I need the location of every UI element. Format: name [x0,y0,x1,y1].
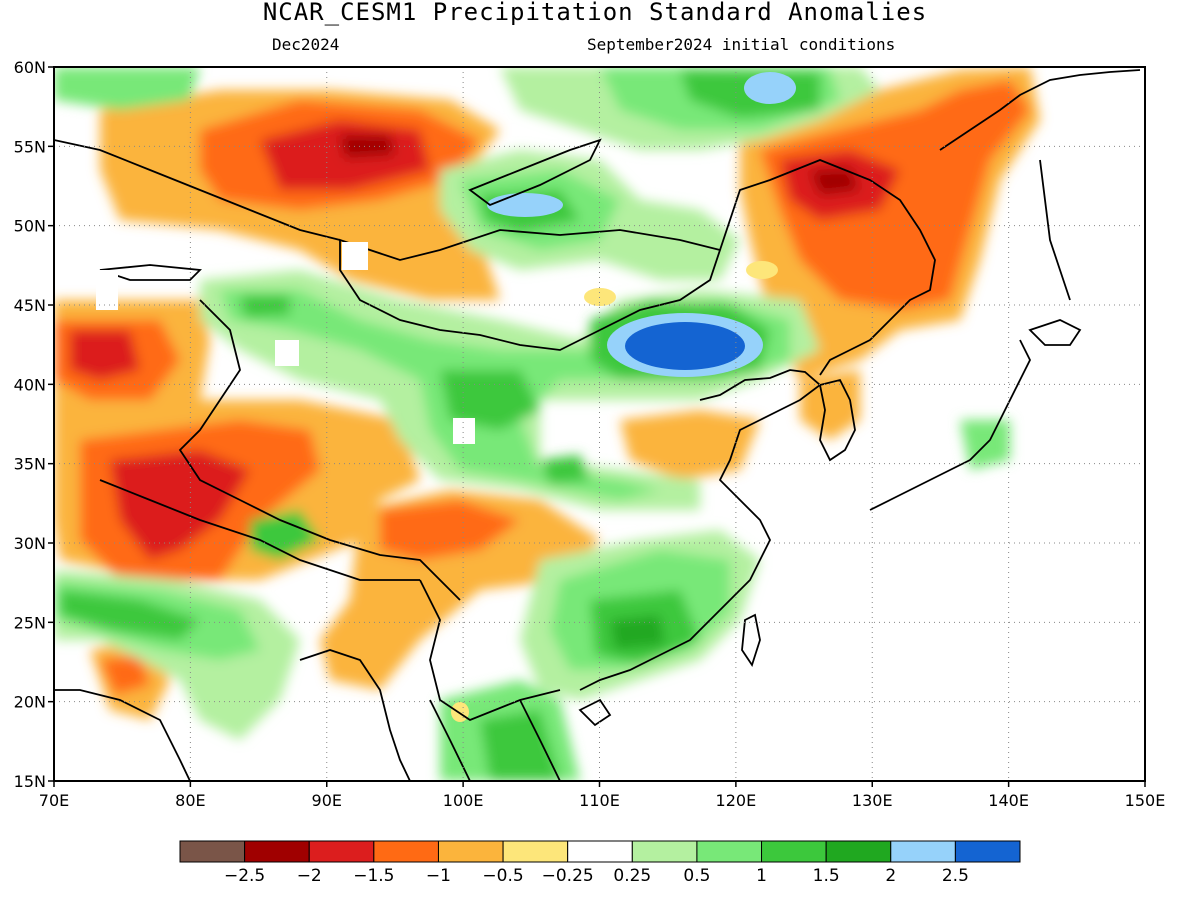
lon-tick-label: 140E [988,791,1029,810]
anomaly-region-central-wet-core6 [240,295,290,318]
anomaly-region-central-wet-core5 [250,510,320,560]
legend-label: 1.5 [813,866,840,886]
lat-tick-label: 60N [14,58,46,77]
legend-label: −2.5 [224,866,265,886]
anomaly-region-northeast-peak [810,168,860,195]
lat-tick-label: 40N [14,375,46,394]
lat-tick-label: 30N [14,534,46,553]
legend-label: 1 [756,866,767,886]
border-kazakhstan [54,139,341,241]
coastline-taiwan [741,613,761,668]
lat-tick-label: 20N [14,693,46,712]
coastline-sakhalin [1039,159,1071,301]
lon-tick-label: 80E [175,791,205,810]
lon-tick-label: 130E [852,791,893,810]
legend-label: −2 [297,866,322,886]
border-himalaya [99,479,420,581]
coastline-hainan [578,698,612,727]
lat-tick-label: 35N [14,455,46,474]
anomaly-region-south-dry-core [380,500,520,560]
lat-tick-label: 55N [14,137,46,156]
anomaly-region-southeast-wet-core3 [610,615,665,650]
lon-tick-label: 110E [579,791,620,810]
coastline-bay-of-bengal [299,649,411,781]
lat-tick-label: 45N [14,296,46,315]
legend-swatch [890,840,956,863]
coastline-russia-pacific [939,69,1141,151]
anomaly-core-mongolia-blue [625,322,745,370]
anomaly-speck-yellow-3 [451,702,469,722]
anomaly-speck-yellow-2 [746,261,778,279]
lon-tick-label: 90E [312,791,342,810]
anomaly-region-northeast-dry-core [760,80,1030,310]
lon-tick-label: 70E [39,791,69,810]
coastlines-and-borders [54,69,1141,781]
anomaly-core-north-light-blue [744,72,796,104]
anomaly-core-baikal-light-blue [487,193,563,217]
coastline-india [54,689,191,781]
missing-data-cells [96,242,475,444]
lat-tick-label: 50N [14,217,46,236]
anomaly-region-southwest-wet-core2 [60,590,200,640]
gridlines [54,67,1145,781]
legend-swatch [502,840,569,863]
anomaly-region-indochina-wet-core [480,710,560,781]
coastline-korea [818,378,856,462]
lat-tick-label: 15N [14,772,46,791]
coastline-china [579,369,822,691]
legend-label: −1.5 [353,866,394,886]
anomaly-region-nw-wet [54,67,200,110]
legend-label: −0.5 [482,866,523,886]
legend-swatch [567,840,633,863]
legend-label: −0.25 [542,866,594,886]
lat-tick-label: 25N [14,613,46,632]
lon-tick-label: 120E [716,791,757,810]
anomaly-field [54,67,1145,781]
coastline-japan [869,339,1032,511]
legend-label: 0.25 [613,866,651,886]
anomaly-region-tibet-core [110,450,250,560]
anomaly-region-east-dry [620,410,760,480]
latitude-axis: 15N 20N 25N 30N 35N 40N 45N 50N 55N 60N [14,58,54,791]
legend-label: 2.5 [942,866,969,886]
legend-swatch [308,840,375,863]
border-china-west [178,299,461,601]
lon-tick-label: 100E [443,791,484,810]
longitude-axis: 70E 80E 90E 100E 110E 120E 130E 140E 150E [39,781,1166,810]
anomaly-region-west-dry-core3 [70,330,140,380]
chart-title: NCAR_CESM1 Precipitation Standard Anomal… [262,0,928,26]
anomaly-region-india-dry-core [100,655,150,695]
anomaly-region-central-wet-core3 [440,370,540,430]
legend-swatch [761,840,827,863]
anomaly-region-korea-dry [800,370,860,440]
lake-baikal [468,138,602,207]
lake-balkhash [99,264,202,281]
legend-label: 2 [885,866,896,886]
lon-tick-label: 150E [1125,791,1166,810]
coastline-hokkaido [1028,319,1082,346]
forecast-month: Dec2024 [272,35,340,54]
initial-conditions-label: September2024 initial conditions [587,35,896,54]
legend-label: −1 [426,866,451,886]
legend-swatch [954,840,1021,863]
legend-swatch [437,840,504,863]
legend-swatch [631,840,698,863]
color-legend: −2.5 −2 −1.5 −1 −0.5 −0.25 0.25 0.5 1 1.5 2 2.5 [179,840,1021,886]
legend-swatch [825,840,892,863]
legend-swatch [179,840,246,863]
legend-swatch [373,840,439,863]
legend-label: 0.5 [683,866,710,886]
anomaly-region-central-wet-core4 [540,455,590,485]
anomaly-region-altai-peak [340,135,395,158]
legend-swatch [244,840,310,863]
legend-swatch [696,840,763,863]
border-russia-china [719,159,936,376]
